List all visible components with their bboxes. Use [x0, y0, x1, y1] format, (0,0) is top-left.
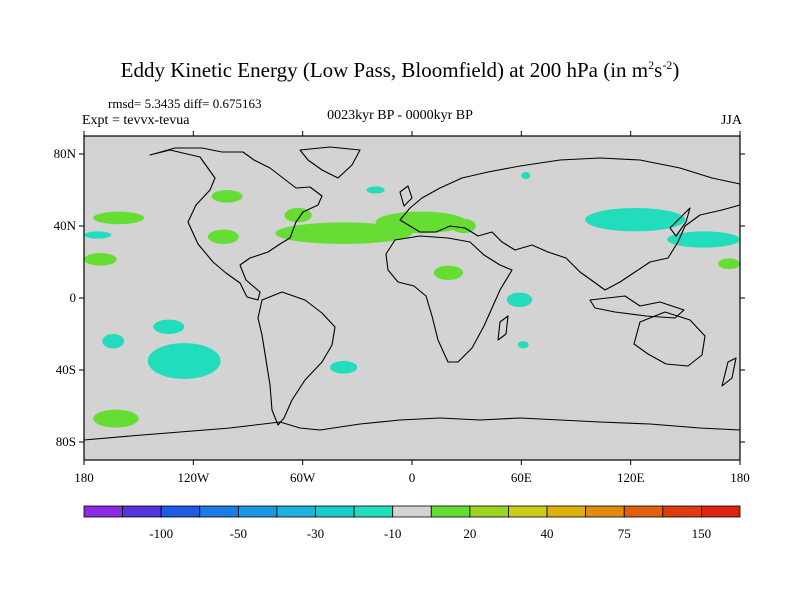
colorbar-box [353, 505, 394, 518]
anomaly-atlantic-green-band [275, 222, 412, 244]
map-panel [83, 135, 741, 461]
experiment-label: Expt = tevvx-tevua [82, 113, 190, 128]
anomaly-n-pacific-west-green [93, 211, 145, 225]
anomaly-n-pacific-east-teal-a [84, 231, 112, 239]
coast-indonesia [589, 295, 685, 319]
map-background [84, 136, 740, 460]
anomaly-turkey-green [452, 218, 476, 234]
anomaly-canada-green [211, 190, 243, 203]
coast-british-isles [399, 185, 413, 207]
coast-greenland [299, 146, 361, 179]
lon-tick-label: 180 [730, 470, 750, 485]
plot-title: Eddy Kinetic Energy (Low Pass, Bloomfiel… [120, 58, 680, 82]
anomaly-dateline-green [718, 258, 740, 270]
lat-tick-label: 80S [56, 434, 76, 449]
anomaly-s-pacific-teal-b [153, 319, 185, 334]
lat-tick-label: 80N [54, 146, 77, 161]
anomaly-siberia-teal [521, 172, 531, 180]
colorbar-box [122, 505, 162, 518]
coast-antarctica [83, 417, 741, 441]
coast-north-america [149, 147, 323, 301]
anomaly-china-japan-teal [585, 208, 686, 232]
colorbar-box [237, 505, 278, 518]
anomaly-s-pacific-green [93, 409, 139, 428]
anomaly-sahara-green [433, 265, 464, 280]
colorbar-box [469, 505, 509, 518]
lon-tick-label: 120E [617, 470, 645, 485]
lat-tick-label: 40N [54, 218, 77, 233]
anomaly-madagascar-teal [517, 341, 529, 349]
colorbar-label: -30 [307, 526, 324, 541]
coastlines [83, 146, 741, 441]
lon-tick-label: 180 [74, 470, 94, 485]
lat-tick-label: 0 [70, 290, 77, 305]
colorbar-box [199, 505, 239, 518]
colorbar-box [83, 505, 123, 518]
colorbar-box [585, 505, 625, 518]
coast-japan [669, 207, 691, 237]
lon-tick-label: 60E [511, 470, 532, 485]
period-label: 0023kyr BP - 0000kyr BP [327, 108, 473, 123]
longitude-axis: 180 120W 60W 0 60E 120E 180 [74, 131, 750, 485]
anomaly-s-pacific-teal-c [147, 343, 221, 379]
colorbar-label: -50 [230, 526, 247, 541]
colorbar-label: 40 [541, 526, 554, 541]
colorbar-box [546, 505, 587, 518]
colorbar-box [160, 505, 201, 518]
colorbar-label: -10 [384, 526, 401, 541]
coast-madagascar [497, 315, 509, 341]
anomaly-fields [84, 172, 740, 428]
colorbar-box [392, 505, 432, 518]
anomaly-barents-teal [366, 186, 385, 194]
coast-new-zealand [721, 357, 737, 387]
anomaly-s-pacific-teal-a [102, 334, 125, 349]
colorbar-label: 20 [463, 526, 476, 541]
colorbar-box [315, 505, 355, 518]
colorbar-box [508, 505, 548, 518]
anomaly-n-pacific-east-teal [667, 231, 740, 248]
colorbar-label: -100 [149, 526, 173, 541]
anomaly-indian-ocean-teal [506, 292, 533, 307]
coast-africa [385, 235, 513, 363]
lon-tick-label: 0 [409, 470, 416, 485]
lon-tick-label: 120W [177, 470, 210, 485]
coast-australia [633, 311, 706, 367]
colorbar-label: 75 [618, 526, 631, 541]
anomaly-europe-green [375, 211, 467, 234]
lon-tick-label: 60W [290, 470, 316, 485]
colorbar-box [430, 505, 471, 518]
coast-south-america [257, 291, 336, 426]
colorbar-box [276, 505, 316, 518]
lat-tick-label: 40S [56, 362, 76, 377]
latitude-axis: 80N 40N 0 40S 80S [54, 146, 745, 449]
colorbar: -100 -50 -30 -10 20 40 75 150 [83, 505, 741, 541]
stats-label: rmsd= 5.3435 diff= 0.675163 [108, 96, 262, 111]
colorbar-box [623, 505, 664, 518]
anomaly-s-atlantic-teal [330, 361, 358, 374]
anomaly-us-green [207, 229, 239, 244]
colorbar-label: 150 [692, 526, 712, 541]
colorbar-box [662, 505, 702, 518]
coast-eurasia [399, 157, 741, 291]
colorbar-box [701, 505, 741, 518]
season-label: JJA [720, 113, 742, 128]
anomaly-n-pacific-green-b [84, 252, 117, 266]
